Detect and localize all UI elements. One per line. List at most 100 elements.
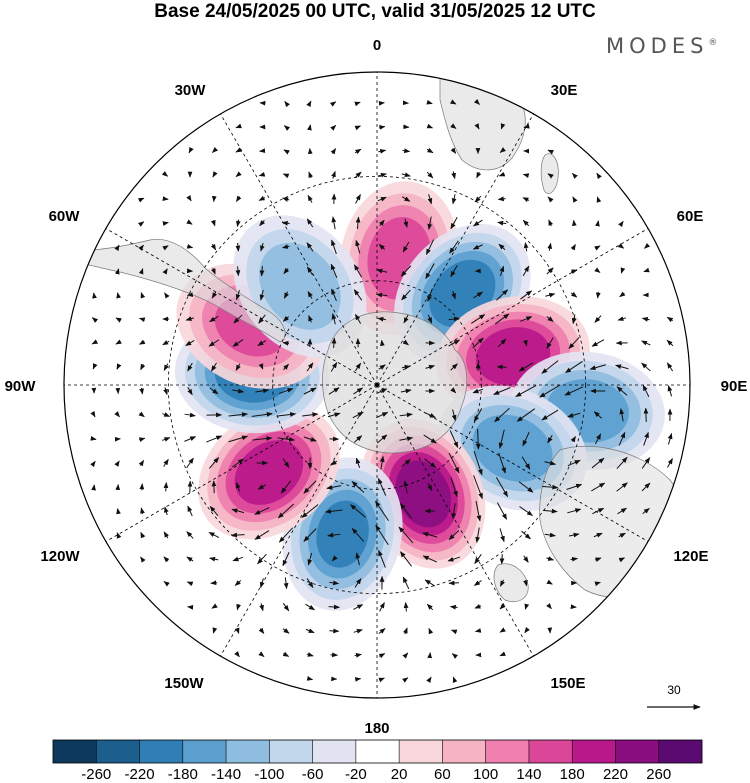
wind-vector xyxy=(164,292,170,299)
wind-vector xyxy=(426,171,434,179)
wind-vector xyxy=(140,507,145,515)
wind-vector xyxy=(497,220,507,226)
reference-vector: 30 xyxy=(647,683,701,710)
wind-vector xyxy=(498,429,505,449)
wind-vector xyxy=(235,266,241,277)
lon-label-120e: 120E xyxy=(673,548,708,565)
wind-vector xyxy=(376,434,388,444)
wind-vector xyxy=(379,219,385,227)
wind-vector xyxy=(283,149,290,155)
wind-vector xyxy=(449,430,459,448)
wind-vector xyxy=(451,653,459,659)
wind-vector xyxy=(308,171,314,179)
wind-vector xyxy=(138,317,146,323)
wind-vector xyxy=(476,171,482,179)
wind-vector xyxy=(330,362,338,372)
wind-vector xyxy=(542,484,559,490)
colorbar-tick-label: -180 xyxy=(168,766,198,783)
wind-vector xyxy=(403,480,409,494)
meridian-line xyxy=(376,113,534,386)
wind-vector xyxy=(140,556,146,563)
wind-vector xyxy=(565,361,583,373)
wind-vector xyxy=(235,290,241,301)
wind-vector xyxy=(450,265,458,278)
wind-vector xyxy=(617,507,627,515)
wind-vector xyxy=(474,603,482,609)
wind-vector xyxy=(401,196,411,202)
wind-vector xyxy=(184,436,197,442)
wind-vector xyxy=(259,289,265,301)
wind-vector xyxy=(544,532,556,538)
wind-vector xyxy=(206,435,223,443)
wind-vector xyxy=(641,340,651,346)
wind-vector xyxy=(592,507,605,515)
wind-vector xyxy=(522,173,530,178)
wind-vector xyxy=(254,507,270,515)
wind-vector xyxy=(140,363,146,371)
wind-vector xyxy=(377,196,387,202)
wind-vector xyxy=(596,196,602,203)
colorbar-swatch xyxy=(658,740,703,763)
wind-vector xyxy=(539,384,561,398)
anomaly-contour xyxy=(395,460,451,528)
wind-vector xyxy=(209,387,219,395)
colorbar-swatch xyxy=(355,740,400,763)
wind-vector xyxy=(450,363,458,371)
wind-vector xyxy=(306,266,314,276)
wind-vector xyxy=(666,362,674,372)
wind-vector xyxy=(282,458,290,469)
wind-vector xyxy=(424,458,437,468)
wind-vector xyxy=(423,434,437,444)
wind-vector xyxy=(594,267,601,273)
wind-vector xyxy=(378,549,386,568)
wind-vector xyxy=(618,557,626,563)
wind-vector xyxy=(236,603,241,611)
wind-vector xyxy=(376,411,389,419)
wind-vector xyxy=(642,384,650,398)
wind-vector xyxy=(572,196,578,203)
wind-vector xyxy=(472,244,483,250)
wind-vector xyxy=(541,360,559,374)
colorbar-swatch xyxy=(615,740,660,763)
wind-vector xyxy=(422,555,437,563)
registered-mark: ® xyxy=(708,38,718,48)
wind-vector xyxy=(520,290,533,300)
colorbar-tick-label: -260 xyxy=(81,766,111,783)
colorbar-swatch xyxy=(399,740,443,763)
wind-vector xyxy=(427,288,433,302)
wind-vector xyxy=(162,437,171,442)
wind-vector xyxy=(515,384,537,398)
wind-vector xyxy=(398,526,414,544)
wind-vector xyxy=(307,552,313,566)
wind-vector xyxy=(258,314,266,324)
wind-vector xyxy=(211,291,217,299)
wind-vector xyxy=(163,531,169,539)
wind-vector xyxy=(619,408,625,422)
wind-vector xyxy=(546,267,554,275)
anomaly-contour xyxy=(472,414,553,482)
wind-vector xyxy=(331,239,337,255)
wind-vector xyxy=(450,216,458,230)
wind-vector xyxy=(595,291,601,299)
wind-vector xyxy=(448,316,460,322)
south-pole-marker xyxy=(375,383,379,387)
wind-vector xyxy=(258,651,265,658)
colorbar-tick-label: -220 xyxy=(125,766,155,783)
wind-vector xyxy=(522,197,530,203)
wind-vector xyxy=(259,578,265,589)
wind-vector xyxy=(379,455,385,470)
wind-vector xyxy=(593,411,603,419)
wind-vector xyxy=(641,317,650,322)
wind-vector xyxy=(186,556,194,562)
wind-vector xyxy=(523,123,530,129)
colorbar-swatch xyxy=(139,740,184,763)
wind-vector xyxy=(473,219,483,227)
wind-vector xyxy=(470,314,486,324)
wind-vector xyxy=(375,500,389,522)
wind-vector xyxy=(568,532,580,538)
wind-vector xyxy=(91,484,96,491)
wind-vector xyxy=(399,436,414,442)
wind-vector xyxy=(161,171,169,177)
wind-vector xyxy=(258,363,264,370)
lon-label-0: 0 xyxy=(373,37,381,54)
